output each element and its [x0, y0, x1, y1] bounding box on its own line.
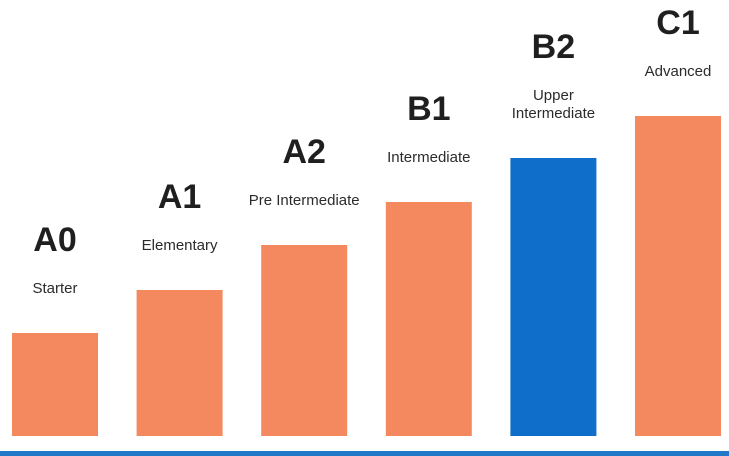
baseline-bar — [0, 451, 729, 456]
level-code-a1: A1 — [158, 178, 201, 216]
level-name-a0: Starter — [32, 280, 77, 297]
level-name-a2: Pre Intermediate — [249, 192, 360, 209]
bar-a1 — [136, 290, 223, 436]
level-name-b1: Intermediate — [387, 149, 470, 166]
bar-c1 — [635, 116, 721, 436]
level-code-b1: B1 — [407, 90, 450, 128]
level-name-b2-line-2: Intermediate — [512, 105, 595, 122]
level-name-b2-line-1: Upper — [533, 87, 574, 104]
level-name-c1: Advanced — [645, 63, 712, 80]
bar-a2 — [261, 245, 348, 436]
level-name-a1: Elementary — [142, 237, 218, 254]
bar-b2 — [510, 158, 597, 436]
bars-group — [12, 116, 721, 436]
level-code-a2: A2 — [282, 133, 325, 171]
level-code-b2: B2 — [532, 28, 575, 66]
level-code-a0: A0 — [33, 221, 76, 259]
labels-group: Starter A0 Elementary A1 Pre Intermediate A2 I… — [32, 4, 711, 297]
bar-a0 — [12, 333, 98, 436]
bar-b1 — [385, 202, 472, 436]
level-code-c1: C1 — [656, 4, 699, 42]
